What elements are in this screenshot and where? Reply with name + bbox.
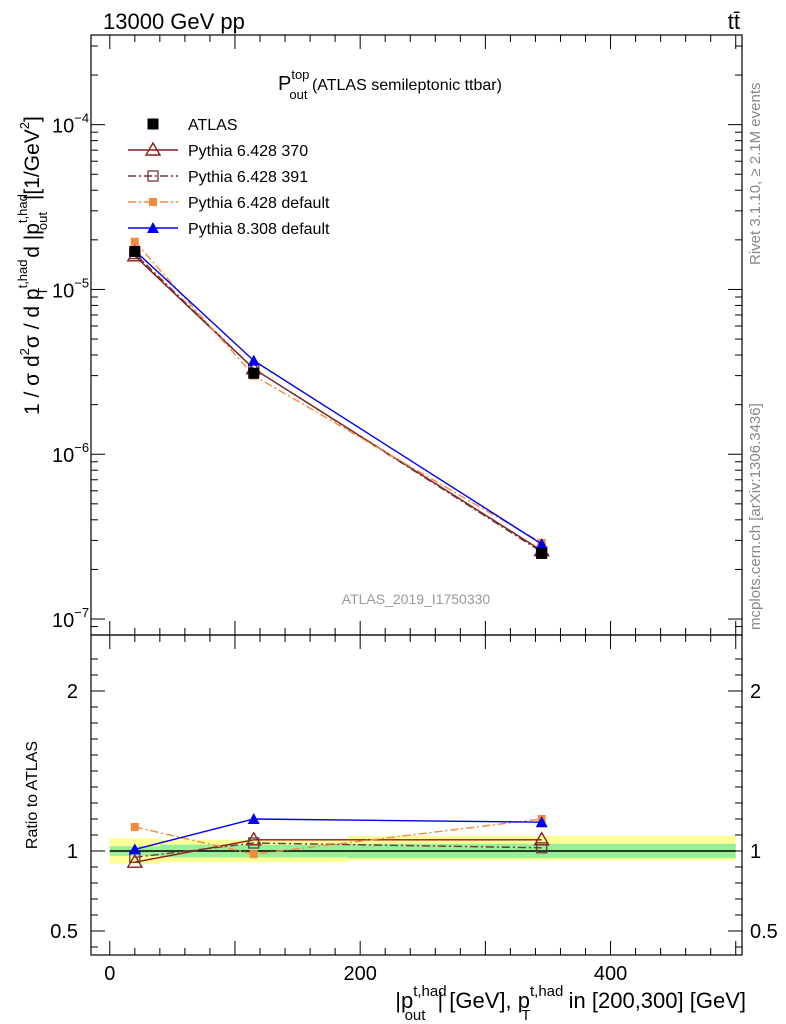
ratio-y-axis-label: Ratio to ATLAS <box>24 741 41 849</box>
ratio-data-point <box>247 813 260 824</box>
main-data-point <box>247 354 260 366</box>
legend-marker <box>147 118 159 130</box>
ratio-series-line <box>134 839 542 863</box>
ratio-y-tick-label: 2 <box>67 681 78 703</box>
ratio-data-point <box>130 823 139 831</box>
ylabel-part: T <box>35 288 50 296</box>
title-sub: out <box>289 87 307 102</box>
tick-exponent: −5 <box>74 275 89 290</box>
ratio-data-point <box>128 843 141 855</box>
title-main: P <box>278 73 291 95</box>
ratio-y-tick-label: 0.5 <box>50 921 78 943</box>
tick-exponent: −4 <box>74 111 89 126</box>
main-series-line <box>134 250 543 545</box>
ylabel-part: t,had <box>15 194 30 223</box>
ratio-series-line <box>134 842 542 859</box>
main-data-point <box>535 538 548 550</box>
ratio-series-line <box>134 818 542 855</box>
ratio-data-point <box>126 853 144 868</box>
ratio-data-point <box>249 850 258 859</box>
ylabel-part: 2 <box>17 122 32 129</box>
xlabel-part: out <box>405 1007 427 1024</box>
x-tick-label: 0 <box>104 963 115 985</box>
xlabel-part: | [GeV], p <box>437 988 530 1013</box>
main-series-line <box>134 253 543 553</box>
header-right: tt̄ <box>728 9 740 34</box>
xlabel-part: t,had <box>413 983 446 1000</box>
main-y-tick-label: 10−6 <box>52 440 89 467</box>
main-series-line <box>134 241 543 544</box>
ratio-data-point <box>533 831 550 846</box>
legend-marker <box>144 141 162 156</box>
main-data-point <box>130 237 139 246</box>
ratio-panel-frame <box>90 634 743 956</box>
ylabel-part: |[1/GeV <box>21 129 44 200</box>
ylabel-part: σ / d p <box>21 288 44 348</box>
main-y-tick-label: 10−7 <box>52 605 89 632</box>
tick-base: 10 <box>52 280 74 302</box>
ratio-data-point <box>536 842 548 854</box>
ratio-y-tick-label: 1 <box>67 841 78 863</box>
ylabel-part: ] <box>21 116 44 122</box>
title-rest: (ATLAS semileptonic ttbar) <box>308 77 502 94</box>
tick-base: 10 <box>52 116 74 138</box>
x-axis-label: |pt,had out| [GeV], pt,had T in [200,300] … <box>395 983 746 1024</box>
ratio-data-point <box>535 816 548 828</box>
xlabel-part: |p <box>395 988 413 1013</box>
legend-entry: Pythia 6.428 391 <box>188 169 308 186</box>
tick-base: 10 <box>52 610 74 632</box>
ylabel-part: out <box>35 212 50 230</box>
legend-marker <box>147 222 159 233</box>
chart-title: Ptop out (ATLAS semileptonic ttbar) <box>278 67 502 102</box>
legend-entry: Pythia 8.308 default <box>188 221 330 238</box>
legend-marker <box>147 170 159 182</box>
header-left: 13000 GeV pp <box>103 9 245 34</box>
xlabel-part: t,had <box>530 983 563 1000</box>
main-series-line <box>134 255 543 552</box>
tick-exponent: −6 <box>74 440 89 455</box>
rivet-label: Rivet 3.1.10, ≥ 2.1M events <box>747 83 764 266</box>
mcplots-label: mcplots.cern.ch [arXiv:1306.3436] <box>747 403 764 630</box>
xlabel-part: in [200,300] [GeV] <box>563 988 746 1013</box>
ylabel-part: 2 <box>17 348 32 355</box>
legend-entry: ATLAS <box>188 117 238 134</box>
main-y-axis-label: 1 / σ d2σ / d pt,hadT d |pt,had out|[1/Ge… <box>15 116 50 415</box>
title-sup: top <box>291 67 309 82</box>
x-tick-label: 400 <box>594 963 627 985</box>
main-y-tick-label: 10−5 <box>52 275 89 302</box>
analysis-watermark: ATLAS_2019_I1750330 <box>342 591 491 607</box>
ratio-y-tick-label-right: 2 <box>750 681 761 703</box>
tick-exponent: −7 <box>74 605 89 620</box>
ratio-y-tick-label-right: 1 <box>750 841 761 863</box>
legend-entry: Pythia 6.428 370 <box>188 143 308 160</box>
main-data-point <box>129 245 141 257</box>
ylabel-part: 1 / σ d <box>21 355 44 415</box>
tick-base: 10 <box>52 445 74 467</box>
ylabel-part: t,had <box>15 260 30 289</box>
main-data-point <box>248 367 260 379</box>
legend-marker <box>149 198 157 206</box>
x-tick-label: 200 <box>343 963 376 985</box>
ratio-data-point <box>245 831 262 846</box>
ylabel-part: d |p <box>21 223 44 263</box>
legend-entry: Pythia 6.428 default <box>188 195 330 212</box>
xlabel-part: T <box>521 1007 530 1024</box>
main-y-tick-label: 10−4 <box>52 111 89 138</box>
ratio-y-tick-label-right: 0.5 <box>750 921 778 943</box>
main-data-point <box>536 547 548 559</box>
ratio-data-point <box>248 837 260 849</box>
